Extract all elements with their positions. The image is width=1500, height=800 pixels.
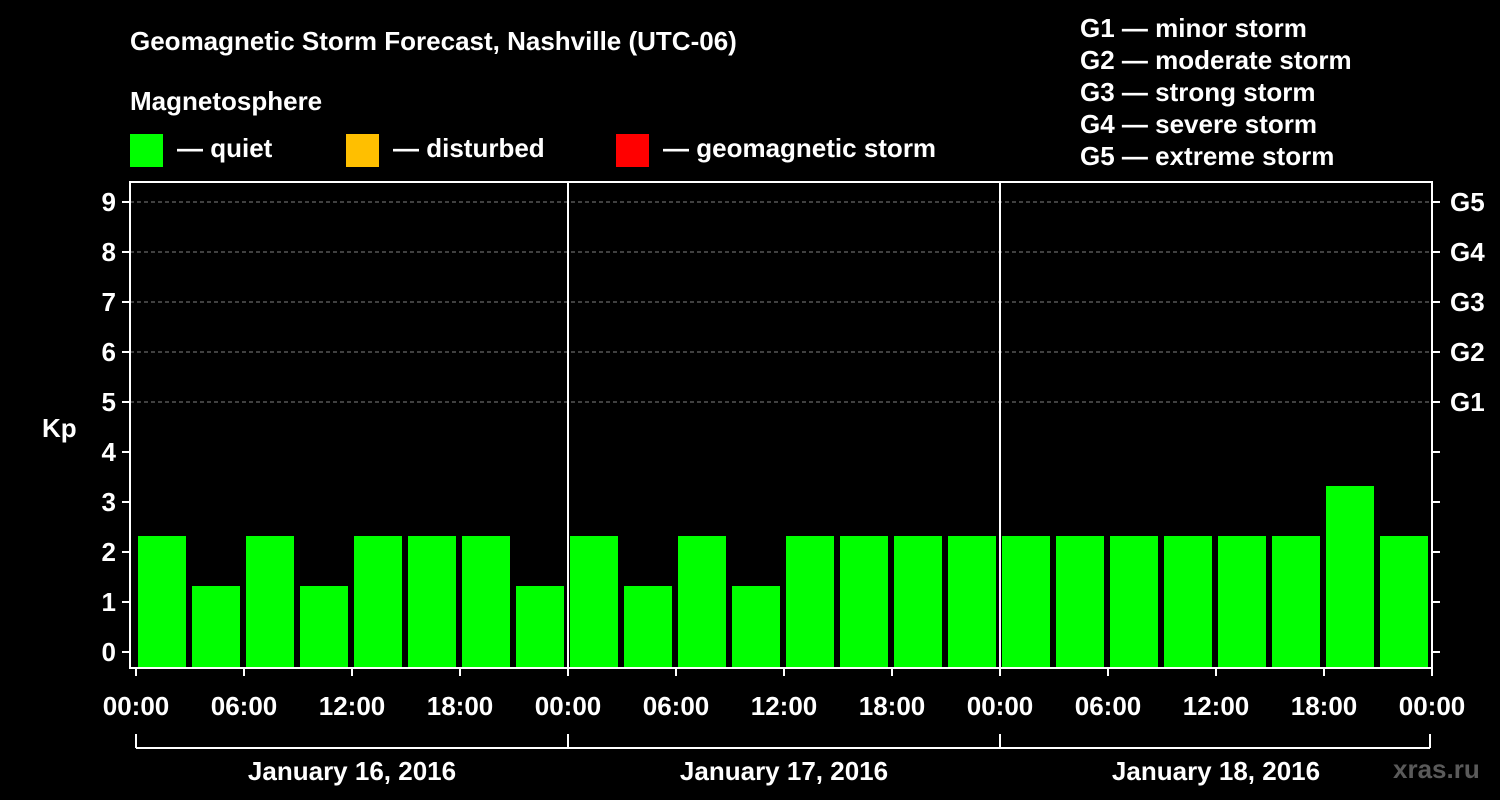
bar-kp-18 bbox=[1110, 536, 1158, 668]
y-tick-label-0: 0 bbox=[102, 637, 116, 667]
axes: 0 1 2 3 4 5 6 7 8 9 G1 G2 G3 G4 G5 00:00 06:00 12:00 18:00… bbox=[102, 187, 1486, 786]
status-legend: — quiet — disturbed — geomagnetic storm bbox=[130, 133, 936, 167]
bar-kp-3 bbox=[300, 586, 348, 668]
y-tick-label-8: 8 bbox=[102, 237, 116, 267]
scale-g5: G5 — extreme storm bbox=[1080, 141, 1334, 171]
x-tick-label-5: 06:00 bbox=[643, 691, 710, 721]
y-tick-label-4: 4 bbox=[102, 437, 117, 467]
bar-kp-19 bbox=[1164, 536, 1212, 668]
bar-kp-21 bbox=[1272, 536, 1320, 668]
bar-kp-12 bbox=[786, 536, 834, 668]
bar-kp-15 bbox=[948, 536, 996, 668]
y-tick-label-1: 1 bbox=[102, 587, 116, 617]
gridlines bbox=[130, 201, 1432, 403]
x-tick-label-3: 18:00 bbox=[427, 691, 494, 721]
g-scale-label-G5: G5 bbox=[1450, 187, 1485, 217]
bar-kp-9 bbox=[624, 586, 672, 668]
g-scale-label-G1: G1 bbox=[1450, 387, 1485, 417]
bar-kp-22 bbox=[1326, 486, 1374, 668]
storm-scale-legend: G1 — minor storm G2 — moderate storm G3 … bbox=[1080, 13, 1352, 171]
y-tick-label-2: 2 bbox=[102, 537, 116, 567]
bar-kp-4 bbox=[354, 536, 402, 668]
scale-g3: G3 — strong storm bbox=[1080, 77, 1315, 107]
scale-g1: G1 — minor storm bbox=[1080, 13, 1307, 43]
legend-label-storm: — geomagnetic storm bbox=[663, 133, 936, 163]
chart-title: Geomagnetic Storm Forecast, Nashville (U… bbox=[130, 26, 737, 56]
x-tick-label-12: 00:00 bbox=[1399, 691, 1466, 721]
scale-g4: G4 — severe storm bbox=[1080, 109, 1317, 139]
x-tick-label-7: 18:00 bbox=[859, 691, 926, 721]
magnetosphere-label: Magnetosphere bbox=[130, 86, 322, 116]
g-scale-label-G4: G4 bbox=[1450, 237, 1485, 267]
legend-swatch-disturbed bbox=[346, 134, 379, 167]
bar-kp-17 bbox=[1056, 536, 1104, 668]
y-axis-title: Kp bbox=[42, 413, 77, 443]
day-label-0: January 16, 2016 bbox=[248, 756, 456, 786]
bar-kp-10 bbox=[678, 536, 726, 668]
x-tick-label-6: 12:00 bbox=[751, 691, 818, 721]
bar-kp-20 bbox=[1218, 536, 1266, 668]
scale-g2: G2 — moderate storm bbox=[1080, 45, 1352, 75]
bar-kp-2 bbox=[246, 536, 294, 668]
bar-kp-13 bbox=[840, 536, 888, 668]
y-tick-label-6: 6 bbox=[102, 337, 116, 367]
y-tick-label-3: 3 bbox=[102, 487, 116, 517]
bar-kp-14 bbox=[894, 536, 942, 668]
x-tick-label-9: 06:00 bbox=[1075, 691, 1142, 721]
bars bbox=[138, 486, 1428, 668]
day-label-2: January 18, 2016 bbox=[1112, 756, 1320, 786]
y-tick-label-5: 5 bbox=[102, 387, 116, 417]
x-tick-label-11: 18:00 bbox=[1291, 691, 1358, 721]
x-tick-label-2: 12:00 bbox=[319, 691, 386, 721]
bar-kp-5 bbox=[408, 536, 456, 668]
bar-kp-16 bbox=[1002, 536, 1050, 668]
x-tick-label-10: 12:00 bbox=[1183, 691, 1250, 721]
x-tick-label-8: 00:00 bbox=[967, 691, 1034, 721]
watermark: xras.ru bbox=[1393, 754, 1480, 784]
plot-frame bbox=[129, 181, 1433, 669]
bar-kp-0 bbox=[138, 536, 186, 668]
plot-border bbox=[129, 181, 1433, 669]
bar-kp-8 bbox=[570, 536, 618, 668]
legend-label-disturbed: — disturbed bbox=[393, 133, 545, 163]
bar-kp-11 bbox=[732, 586, 780, 668]
g-scale-label-G2: G2 bbox=[1450, 337, 1485, 367]
bar-kp-7 bbox=[516, 586, 564, 668]
x-tick-label-0: 00:00 bbox=[103, 691, 170, 721]
legend-swatch-quiet bbox=[130, 134, 163, 167]
day-label-1: January 17, 2016 bbox=[680, 756, 888, 786]
y-tick-label-9: 9 bbox=[102, 187, 116, 217]
bar-kp-1 bbox=[192, 586, 240, 668]
y-tick-label-7: 7 bbox=[102, 287, 116, 317]
bar-kp-6 bbox=[462, 536, 510, 668]
g-scale-label-G3: G3 bbox=[1450, 287, 1485, 317]
legend-label-quiet: — quiet bbox=[177, 133, 273, 163]
x-tick-label-4: 00:00 bbox=[535, 691, 602, 721]
bar-kp-23 bbox=[1380, 536, 1428, 668]
legend-swatch-storm bbox=[616, 134, 649, 167]
x-tick-label-1: 06:00 bbox=[211, 691, 278, 721]
